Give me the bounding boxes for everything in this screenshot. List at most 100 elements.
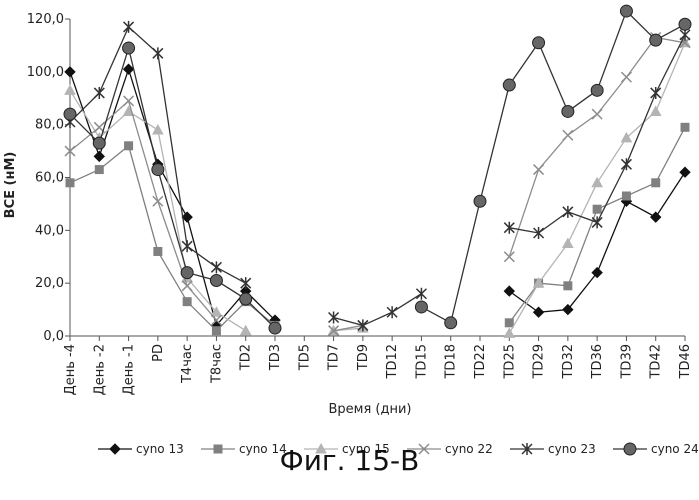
x-axis-title: Время (дни) <box>328 402 411 417</box>
data-point-star <box>387 306 397 318</box>
data-point-triangle <box>651 106 661 115</box>
y-tick-label: 120,0 <box>27 12 64 27</box>
x-tick-label: TD32 <box>561 344 576 380</box>
data-point-triangle <box>241 326 251 335</box>
x-tick-label: TD25 <box>502 344 517 380</box>
data-point-circle <box>445 317 457 329</box>
data-point-diamond <box>94 151 104 161</box>
data-point-circle <box>415 301 427 313</box>
data-point-circle <box>269 322 281 334</box>
y-tick-label: 60,0 <box>35 171 64 186</box>
data-point-square <box>564 282 572 290</box>
y-tick-label: 0,0 <box>43 329 64 344</box>
data-point-circle <box>152 164 164 176</box>
data-point-circle <box>679 18 691 30</box>
data-point-diamond <box>65 67 75 77</box>
data-point-diamond <box>534 307 544 317</box>
series-line <box>421 11 685 323</box>
x-tick-label: T8час <box>209 344 224 384</box>
series-layer <box>64 5 691 337</box>
x-ticks: День -4День -2День -1PDT4часT8часTD2TD3T… <box>63 336 693 395</box>
data-point-star <box>124 21 134 33</box>
chart-axes <box>70 19 685 336</box>
x-tick-label: TD5 <box>297 344 312 371</box>
data-point-star <box>416 288 426 300</box>
data-point-x <box>592 109 602 119</box>
data-point-square <box>593 205 601 213</box>
y-tick-label: 100,0 <box>27 65 64 80</box>
series-line <box>509 172 685 312</box>
data-point-star <box>329 312 339 324</box>
figure-caption: Фиг. 15-В <box>0 444 699 477</box>
data-point-square <box>652 179 660 187</box>
data-point-x <box>153 196 163 206</box>
x-tick-label: День -1 <box>122 344 137 395</box>
data-point-star <box>241 277 251 289</box>
data-point-circle <box>562 105 574 117</box>
y-tick-label: 20,0 <box>35 276 64 291</box>
x-tick-label: TD29 <box>532 344 547 380</box>
data-point-circle <box>181 267 193 279</box>
x-tick-label: TD39 <box>619 344 634 380</box>
series-line <box>509 35 685 233</box>
series-cyno-14 <box>66 123 689 334</box>
data-point-diamond <box>504 286 514 296</box>
y-tick-label: 80,0 <box>35 118 64 133</box>
data-point-star <box>621 158 631 170</box>
data-point-square <box>505 319 513 327</box>
data-point-circle <box>650 34 662 46</box>
data-point-x <box>504 252 514 262</box>
data-point-square <box>681 123 689 131</box>
data-point-circle <box>123 42 135 54</box>
data-point-circle <box>210 275 222 287</box>
data-point-star <box>94 87 104 99</box>
x-tick-label: TD42 <box>649 344 664 380</box>
x-tick-label: TD3 <box>268 344 283 371</box>
y-tick-label: 40,0 <box>35 223 64 238</box>
data-point-diamond <box>651 212 661 222</box>
data-point-square <box>66 179 74 187</box>
x-tick-label: TD36 <box>590 344 605 380</box>
x-tick-label: День -4 <box>63 344 78 395</box>
data-point-x <box>621 72 631 82</box>
data-point-star <box>592 216 602 228</box>
data-point-circle <box>503 79 515 91</box>
series-cyno-15 <box>65 38 690 338</box>
data-point-circle <box>620 5 632 17</box>
series-line <box>334 294 422 326</box>
data-point-x <box>563 130 573 140</box>
data-point-star <box>563 206 573 218</box>
data-point-diamond <box>124 64 134 74</box>
data-point-circle <box>93 137 105 149</box>
series-cyno-23 <box>65 21 690 332</box>
x-tick-label: TD18 <box>444 344 459 380</box>
data-point-circle <box>64 108 76 120</box>
x-tick-label: День -2 <box>92 344 107 395</box>
x-tick-label: PD <box>151 344 166 362</box>
data-point-x <box>534 165 544 175</box>
x-tick-label: TD46 <box>678 344 693 380</box>
data-point-circle <box>474 195 486 207</box>
x-tick-label: T4час <box>180 344 195 384</box>
data-point-triangle <box>504 328 514 337</box>
data-point-triangle <box>65 85 75 94</box>
y-ticks: 0,0 20,0 40,0 60,0 80,0 100,0 120,0 <box>27 12 70 344</box>
data-point-star <box>153 47 163 59</box>
x-tick-label: TD12 <box>385 344 400 380</box>
data-point-square <box>125 142 133 150</box>
data-point-square <box>154 247 162 255</box>
data-point-triangle <box>153 125 163 134</box>
data-point-circle <box>591 84 603 96</box>
series-cyno-13 <box>65 64 690 330</box>
data-point-triangle <box>563 239 573 248</box>
data-point-star <box>651 87 661 99</box>
x-tick-label: TD15 <box>414 344 429 380</box>
x-tick-label: TD22 <box>473 344 488 380</box>
data-point-x <box>124 96 134 106</box>
data-point-square <box>622 192 630 200</box>
data-point-square <box>212 327 220 335</box>
y-axis-title: BCE (нМ) <box>3 152 18 219</box>
x-tick-label: TD9 <box>356 344 371 371</box>
x-tick-label: TD7 <box>327 344 342 371</box>
